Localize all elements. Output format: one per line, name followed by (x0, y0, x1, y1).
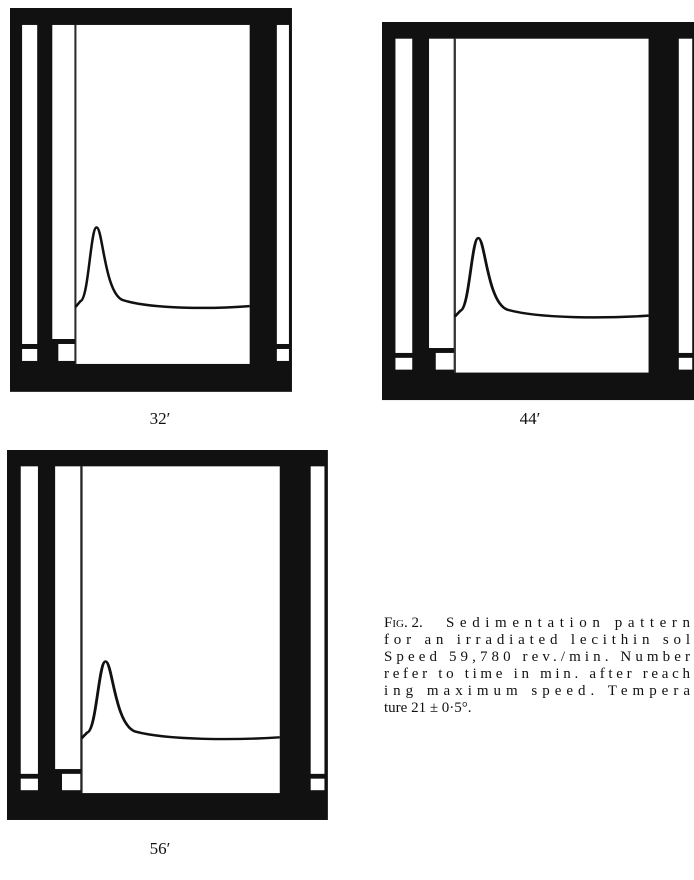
panel-label: 56′ (150, 839, 171, 858)
panel-label: 32′ (150, 409, 171, 428)
sedimentation-photo (380, 20, 694, 402)
caption-line: ing maximum speed. Tempera (384, 683, 690, 699)
caption-line: for an irradiated lecithin sol (384, 632, 690, 648)
caption-line: Sedimentation pattern (446, 615, 691, 631)
sedimentation-photo (5, 448, 330, 822)
caption-line: ture 21 ± 0·5°. (384, 700, 472, 716)
caption-line: Speed 59,780 rev./min. Number (384, 649, 690, 665)
panel-label: 44′ (520, 409, 541, 428)
caption-label: Fig. 2. (384, 615, 423, 631)
caption-line: refer to time in min. after reach (384, 666, 691, 682)
sedimentation-photo (8, 6, 294, 394)
